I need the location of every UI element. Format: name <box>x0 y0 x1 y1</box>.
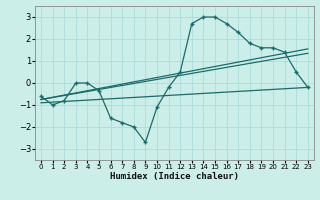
X-axis label: Humidex (Indice chaleur): Humidex (Indice chaleur) <box>110 172 239 181</box>
